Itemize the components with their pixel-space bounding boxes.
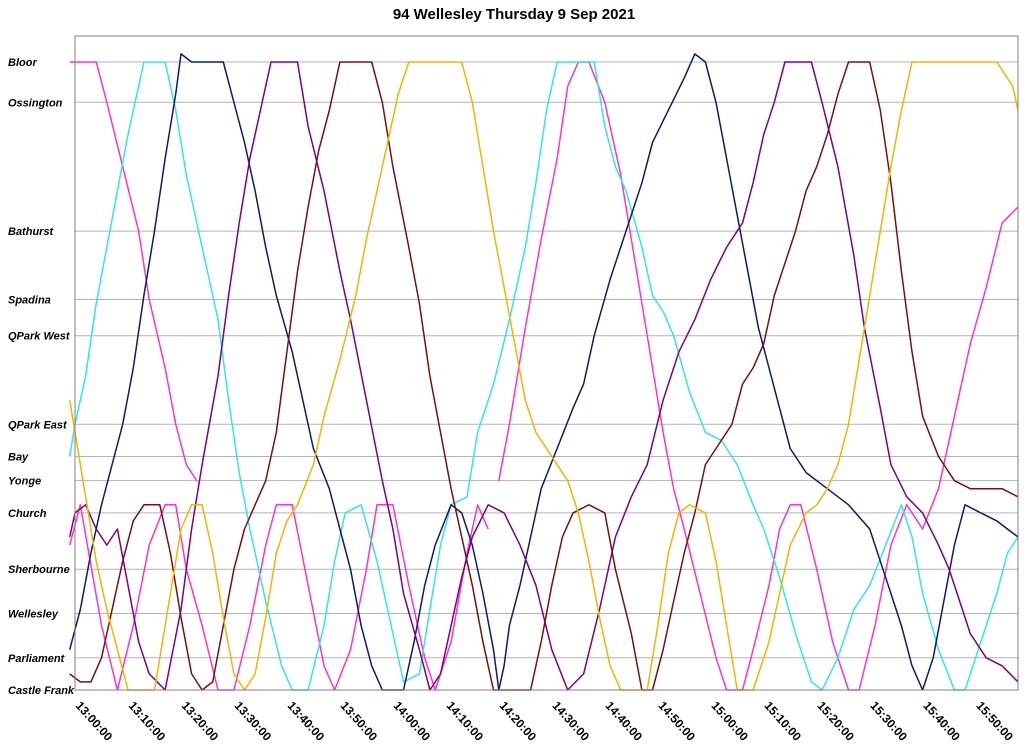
stop-label-bathurst: Bathurst — [8, 226, 55, 238]
trip-line-5 — [68, 53, 1019, 691]
time-label-13-30-00: 13:30:00 — [232, 699, 275, 744]
stop-label-qpark-west: QPark West — [8, 331, 71, 343]
stop-label-bay: Bay — [8, 452, 29, 464]
time-label-13-10-00: 13:10:00 — [126, 699, 169, 744]
time-label-14-10-00: 14:10:00 — [444, 699, 487, 744]
time-label-15-40-00: 15:40:00 — [920, 699, 963, 744]
time-label-14-00-00: 14:00:00 — [391, 699, 434, 744]
time-labels: 13:00:00 13:10:00 13:20:00 13:30:00 13:40:00… — [73, 699, 1016, 744]
stop-labels: Bloor Ossington Bathurst Spadina QPark West Q… — [8, 57, 75, 697]
stop-label-bloor: Bloor — [8, 57, 37, 69]
time-label-15-20-00: 15:20:00 — [814, 699, 857, 744]
trip-line-2 — [69, 61, 198, 482]
trip-line-1 — [68, 504, 489, 691]
trip-line-4 — [68, 61, 1019, 691]
trip-line-7 — [69, 61, 1019, 691]
stop-label-qpark-east: QPark East — [8, 419, 68, 431]
stop-label-castle-frank: Castle Frank — [8, 685, 75, 697]
chart-title: 94 Wellesley Thursday 9 Sep 2021 — [393, 6, 635, 23]
time-label-14-30-00: 14:30:00 — [550, 699, 593, 744]
trip-line-6 — [68, 61, 1019, 691]
time-label-13-20-00: 13:20:00 — [179, 699, 222, 744]
time-label-13-50-00: 13:50:00 — [338, 699, 381, 744]
trip-line-8 — [68, 61, 1019, 691]
stop-label-church: Church — [8, 508, 47, 520]
time-label-13-00-00: 13:00:00 — [73, 699, 116, 744]
time-label-13-40-00: 13:40:00 — [285, 699, 328, 744]
gridlines — [75, 61, 1018, 691]
time-label-14-20-00: 14:20:00 — [497, 699, 540, 744]
stop-label-yonge: Yonge — [8, 476, 41, 488]
time-label-14-40-00: 14:40:00 — [603, 699, 646, 744]
time-label-15-10-00: 15:10:00 — [761, 699, 804, 744]
stop-label-sherbourne: Sherbourne — [8, 564, 70, 576]
plot-frame — [74, 35, 1019, 691]
stop-label-ossington: Ossington — [8, 97, 63, 109]
time-label-15-00-00: 15:00:00 — [709, 699, 752, 744]
stop-label-wellesley: Wellesley — [8, 609, 59, 621]
stop-label-parliament: Parliament — [8, 653, 66, 665]
time-label-15-50-00: 15:50:00 — [973, 699, 1016, 744]
time-label-14-50-00: 14:50:00 — [656, 699, 699, 744]
trip-lines — [68, 53, 1019, 691]
stop-label-spadina: Spadina — [8, 295, 51, 307]
time-label-15-30-00: 15:30:00 — [867, 699, 910, 744]
